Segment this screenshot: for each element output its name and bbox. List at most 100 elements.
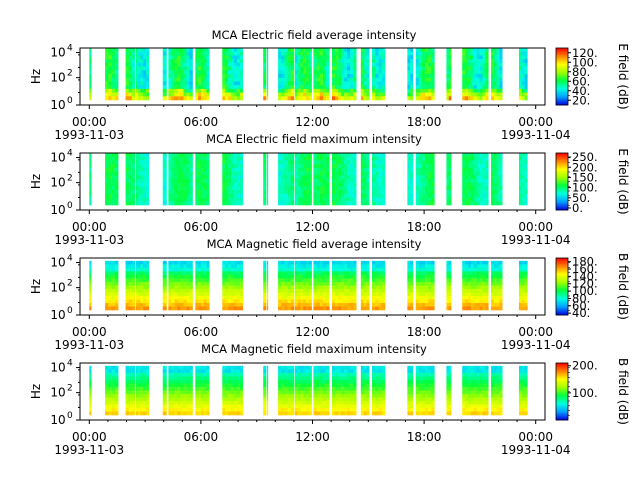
heatmap-cell	[126, 52, 129, 56]
heatmap-cell	[494, 285, 497, 289]
heatmap-cell	[183, 89, 186, 93]
heatmap-cell	[320, 394, 323, 398]
heatmap-cell	[350, 194, 353, 198]
heatmap-cell	[364, 70, 367, 74]
heatmap-cell	[422, 67, 425, 71]
colorbar: 40.60.80.100.120.140.160.180.B field (dB…	[556, 253, 630, 320]
heatmap-cell	[89, 172, 91, 176]
heatmap-cell	[115, 292, 119, 296]
heatmap-cell	[263, 85, 266, 89]
heatmap-cell	[494, 55, 497, 59]
heatmap-cell	[372, 172, 376, 176]
heatmap-cell	[317, 411, 320, 415]
heatmap-cell	[300, 201, 303, 205]
heatmap-cell	[419, 172, 422, 176]
heatmap-cell	[291, 306, 294, 310]
heatmap-cell	[222, 390, 225, 394]
heatmap-cell	[174, 153, 177, 157]
heatmap-cell	[105, 186, 109, 190]
heatmap-cell	[480, 52, 483, 56]
heatmap-cell	[186, 383, 189, 387]
heatmap-cell	[300, 183, 303, 187]
heatmap-cell	[295, 168, 298, 172]
heatmap-cell	[105, 198, 109, 202]
heatmap-cell	[132, 93, 135, 97]
heatmap-cell	[204, 59, 207, 63]
heatmap-cell	[407, 67, 410, 71]
heatmap-cell	[89, 299, 91, 303]
heatmap-cell	[341, 74, 344, 78]
heatmap-cell	[180, 369, 183, 373]
heatmap-cell	[112, 282, 116, 286]
heatmap-cell	[309, 373, 312, 377]
heatmap-cell	[288, 183, 291, 187]
heatmap-cell	[425, 194, 428, 198]
heatmap-cell	[240, 67, 243, 71]
heatmap-cell	[474, 278, 477, 282]
heatmap-cell	[494, 179, 497, 183]
heatmap-cell	[234, 387, 237, 391]
heatmap-cell	[267, 52, 268, 56]
heatmap-cell	[190, 376, 193, 380]
heatmap-cell	[471, 93, 474, 97]
heatmap-cell	[407, 63, 410, 67]
heatmap-cell	[222, 292, 225, 296]
heatmap-cell	[341, 282, 344, 286]
heatmap-cell	[462, 70, 465, 74]
heatmap-cell	[317, 306, 320, 310]
heatmap-cell	[323, 194, 326, 198]
heatmap-cell	[364, 198, 367, 202]
heatmap-cell	[231, 275, 234, 279]
heatmap-cell	[353, 303, 356, 307]
heatmap-cell	[240, 390, 243, 394]
heatmap-cell	[326, 408, 329, 412]
heatmap-cell	[174, 172, 177, 176]
heatmap-cell	[347, 70, 350, 74]
heatmap-cell	[335, 194, 338, 198]
heatmap-cell	[300, 160, 303, 164]
heatmap-cell	[306, 303, 309, 307]
heatmap-cell	[146, 408, 149, 412]
heatmap-cell	[115, 303, 119, 307]
heatmap-cell	[416, 303, 419, 307]
heatmap-cell	[201, 373, 204, 377]
heatmap-cell	[497, 81, 500, 85]
heatmap-cell	[180, 164, 183, 168]
heatmap-cell	[168, 52, 171, 56]
heatmap-cell	[525, 179, 528, 183]
heatmap-cell	[332, 63, 335, 67]
heatmap-cell	[422, 81, 425, 85]
heatmap-cell	[428, 175, 431, 179]
heatmap-cell	[375, 271, 379, 275]
heatmap-cell	[410, 172, 413, 176]
heatmap-cell	[108, 285, 112, 289]
heatmap-cell	[375, 153, 379, 157]
heatmap-cell	[309, 292, 312, 296]
heatmap-cell	[237, 380, 240, 384]
heatmap-cell	[263, 366, 266, 370]
heatmap-cell	[129, 408, 132, 412]
heatmap-cell	[416, 278, 419, 282]
heatmap-cell	[338, 183, 341, 187]
heatmap-cell	[303, 303, 306, 307]
heatmap-cell	[278, 303, 281, 307]
heatmap-cell	[446, 179, 449, 183]
heatmap-cell	[195, 194, 198, 198]
heatmap-cell	[108, 278, 112, 282]
heatmap-cell	[361, 264, 364, 268]
heatmap-cell	[468, 271, 471, 275]
heatmap-cell	[140, 401, 143, 405]
heatmap-cell	[174, 168, 177, 172]
heatmap-cell	[138, 285, 141, 289]
heatmap-cell	[190, 48, 193, 52]
heatmap-cell	[115, 380, 119, 384]
heatmap-cell	[284, 67, 287, 71]
heatmap-cell	[195, 93, 198, 97]
heatmap-cell	[281, 96, 284, 100]
heatmap-cell	[284, 268, 287, 272]
heatmap-cell	[494, 70, 497, 74]
heatmap-cell	[115, 275, 119, 279]
heatmap-cell	[303, 394, 306, 398]
heatmap-cell	[284, 70, 287, 74]
heatmap-cell	[468, 278, 471, 282]
